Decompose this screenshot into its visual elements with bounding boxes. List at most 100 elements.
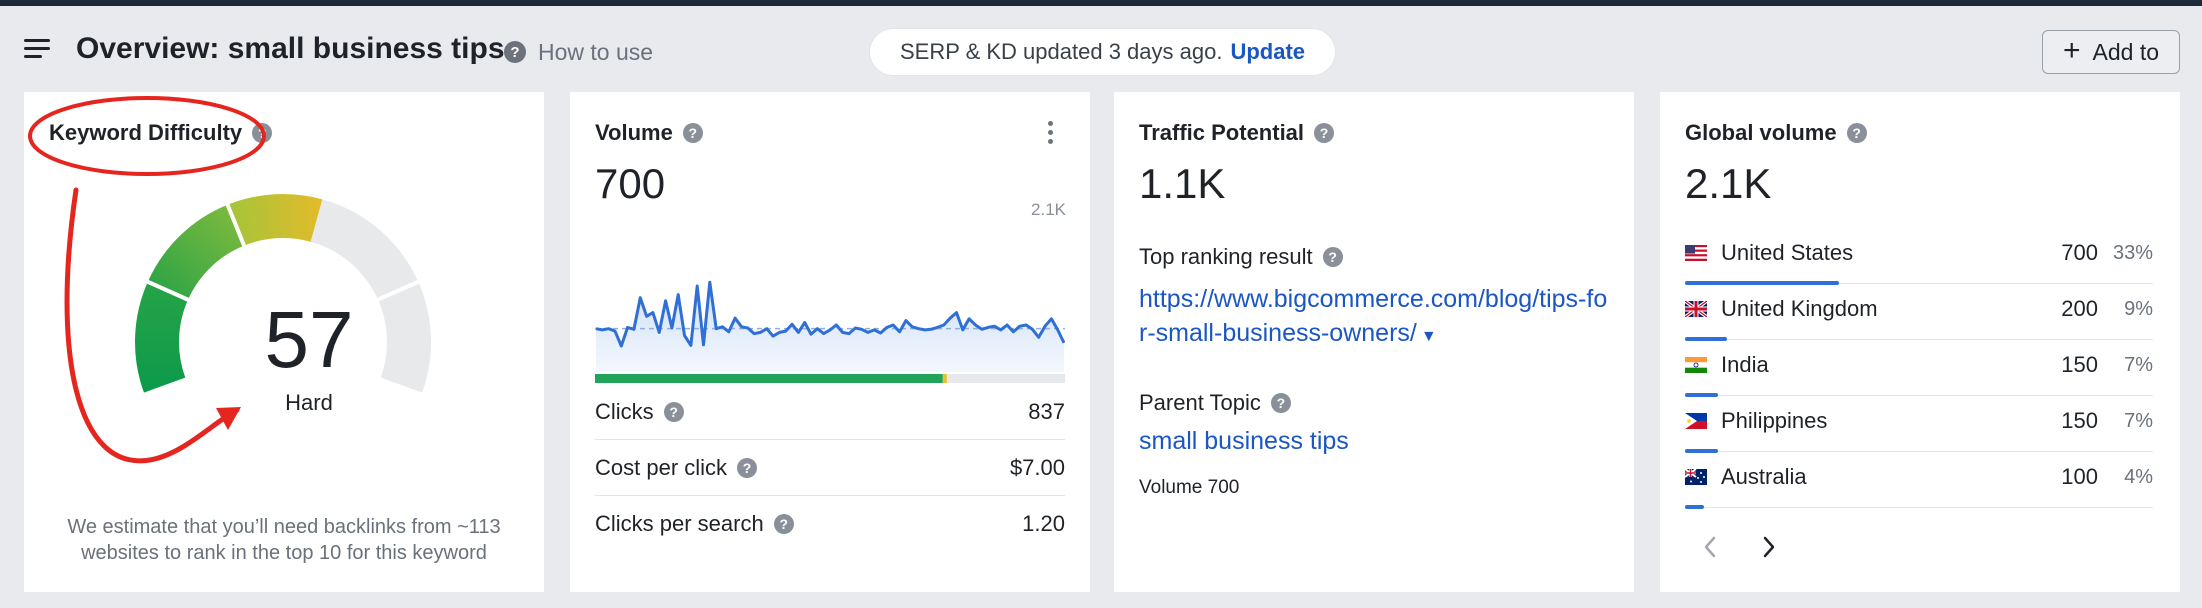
tp-card-title: Traffic Potential ?	[1139, 120, 1335, 146]
gauge-filled-segment	[147, 204, 245, 300]
gauge-filled-segment	[135, 281, 188, 393]
country-volume: 150	[2061, 352, 2098, 377]
country-row[interactable]: United States 700 33%	[1685, 228, 2153, 285]
how-to-use-link[interactable]: ? How to use	[504, 36, 653, 68]
plus-icon: +	[2062, 33, 2081, 67]
question-circle-icon[interactable]: ?	[663, 401, 684, 422]
kd-score: 57	[264, 295, 354, 384]
kd-description: We estimate that you’ll need backlinks f…	[67, 516, 501, 564]
country-volume: 700	[2061, 240, 2098, 265]
tp-title-label: Traffic Potential	[1139, 120, 1305, 145]
clicks-organic-bar	[595, 374, 943, 383]
gb-flag-icon	[1685, 301, 1707, 317]
chart-max-label: 2.1K	[1031, 200, 1066, 219]
metric-label: Clicks	[595, 398, 654, 424]
parent-topic-volume: Volume 700	[1139, 477, 1240, 498]
metric-value: $7.00	[1009, 454, 1065, 480]
top-ranking-label: Top ranking result ?	[1139, 244, 1343, 270]
country-volume: 100	[2061, 464, 2098, 489]
parent-topic-text: Parent Topic	[1139, 390, 1261, 415]
gauge-separator	[375, 279, 421, 303]
ph-flag-icon	[1685, 413, 1707, 429]
country-row[interactable]: Australia 100 4%	[1685, 452, 2153, 509]
question-circle-icon: ?	[504, 41, 526, 63]
kd-difficulty-label: Hard	[285, 390, 333, 415]
traffic-potential-card: Traffic Potential ? 1.1K Top ranking res…	[1114, 92, 1634, 592]
country-volume: 150	[2061, 408, 2098, 433]
top-ranking-url-text: https://www.bigcommerce.com/blog/tips-fo…	[1139, 285, 1608, 347]
chevron-left-icon[interactable]	[1695, 532, 1725, 562]
country-name: Philippines	[1721, 408, 1828, 433]
metric-label: Cost per click	[595, 454, 728, 480]
parent-topic-label: Parent Topic ?	[1139, 390, 1291, 416]
global-volume-card: Global volume ? 2.1K United States 700 33%…	[1660, 92, 2180, 592]
clicks-paid-bar	[942, 374, 947, 383]
top-accent-bar	[0, 0, 2202, 6]
country-percent: 4%	[2124, 466, 2153, 488]
keyword-difficulty-card: Keyword Difficulty ? 57 Hard We estimate…	[24, 92, 544, 592]
volume-line-series	[595, 280, 1065, 348]
question-circle-icon[interactable]: ?	[773, 514, 794, 534]
country-share-bar	[1685, 281, 1840, 285]
how-to-use-label: How to use	[538, 38, 654, 65]
country-row[interactable]: India 150 7%	[1685, 340, 2153, 397]
metric-value: 837	[1028, 398, 1065, 424]
traffic-potential-value: 1.1K	[1139, 160, 1226, 207]
vertical-dots-icon[interactable]	[1045, 120, 1055, 146]
in-flag-icon	[1685, 357, 1707, 373]
country-name: Australia	[1721, 464, 1807, 489]
update-notice: SERP & KD updated 3 days ago. Update	[870, 29, 1335, 75]
volume-card-title: Volume ?	[595, 120, 703, 146]
country-share-bar	[1685, 337, 1728, 341]
question-circle-icon[interactable]: ?	[1322, 247, 1343, 267]
gv-title-label: Global volume	[1685, 120, 1837, 145]
hamburger-menu-icon[interactable]	[24, 39, 50, 59]
country-percent: 33%	[2112, 242, 2153, 264]
page-title: Overview: small business tips	[76, 32, 505, 65]
country-share-bar	[1685, 449, 1718, 453]
metric-row-cpc: Cost per click? $7.00	[595, 440, 1065, 496]
question-circle-icon[interactable]: ?	[1270, 393, 1291, 413]
country-share-bar	[1685, 393, 1718, 397]
country-row[interactable]: Philippines 150 7%	[1685, 396, 2153, 453]
add-to-label: Add to	[2092, 38, 2160, 65]
page-header: Overview: small business tips ? How to u…	[0, 6, 2202, 90]
country-row[interactable]: United Kingdom 200 9%	[1685, 284, 2153, 341]
gv-card-title: Global volume ?	[1685, 120, 1867, 146]
metric-value: 1.20	[1022, 511, 1065, 536]
volume-card: Volume ? 700 2.1K Clicks? 837 Cost per c…	[570, 92, 1090, 592]
chevron-right-icon[interactable]	[1754, 532, 1784, 562]
volume-area-fill	[596, 282, 1064, 372]
country-percent: 7%	[2124, 410, 2153, 432]
question-circle-icon[interactable]: ?	[1314, 123, 1335, 143]
gauge-remaining-segment	[378, 281, 431, 393]
update-notice-text: SERP & KD updated 3 days ago.	[899, 39, 1223, 64]
us-flag-icon	[1685, 245, 1707, 261]
metric-row-cps: Clicks per search? 1.20	[595, 496, 1065, 552]
top-ranking-text: Top ranking result	[1139, 244, 1313, 269]
volume-trend-chart[interactable]	[595, 222, 1065, 502]
update-link[interactable]: Update	[1230, 39, 1306, 64]
gauge-filled-segment	[227, 194, 323, 246]
country-percent: 7%	[2124, 354, 2153, 376]
question-circle-icon[interactable]: ?	[737, 457, 758, 478]
au-flag-icon	[1685, 469, 1707, 485]
top-ranking-url[interactable]: https://www.bigcommerce.com/blog/tips-fo…	[1139, 282, 1609, 354]
caret-down-icon[interactable]: ▼	[1420, 328, 1437, 345]
volume-value: 700	[595, 160, 666, 207]
question-circle-icon[interactable]: ?	[682, 123, 703, 143]
country-name: United States	[1721, 240, 1854, 265]
add-to-button[interactable]: + Add to	[2042, 30, 2180, 74]
metric-label: Clicks per search	[595, 511, 764, 536]
parent-topic-link[interactable]: small business tips	[1139, 427, 1349, 455]
question-circle-icon[interactable]: ?	[1846, 123, 1867, 143]
volume-title-label: Volume	[595, 120, 673, 145]
country-percent: 9%	[2124, 298, 2153, 320]
country-name: India	[1721, 352, 1769, 377]
gauge-remaining-segment	[310, 199, 419, 300]
global-volume-value: 2.1K	[1685, 160, 1772, 207]
country-share-bar	[1685, 505, 1704, 509]
country-name: United Kingdom	[1721, 296, 1878, 321]
country-volume: 200	[2061, 296, 2098, 321]
metric-row-clicks: Clicks? 837	[595, 384, 1065, 440]
